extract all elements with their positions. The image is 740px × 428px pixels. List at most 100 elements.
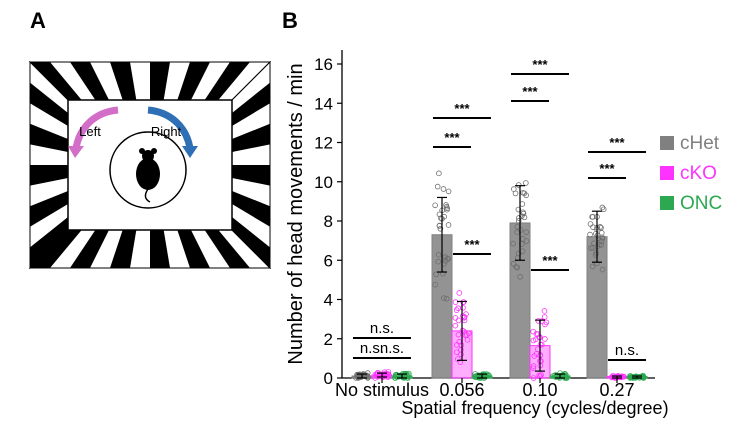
x-tick-label: 0.10 <box>522 380 557 400</box>
data-point <box>536 372 543 379</box>
data-point <box>515 218 522 224</box>
data-point <box>438 215 444 221</box>
data-point <box>513 264 519 270</box>
y-tick-label: 2 <box>324 330 333 349</box>
data-point <box>523 238 530 244</box>
data-point <box>432 281 439 288</box>
x-tick-label: No stimulus <box>335 380 429 400</box>
x-axis: No stimulus 0.056 0.10 0.27 <box>335 378 635 400</box>
data-point <box>610 374 617 380</box>
significance-stars: *** <box>532 57 548 72</box>
data-point <box>533 351 540 357</box>
grating-stripes <box>28 60 272 270</box>
significance-stars: *** <box>444 130 460 145</box>
data-point <box>435 258 441 265</box>
panel-b-label: B <box>282 8 298 33</box>
data-point <box>599 266 606 273</box>
data-point <box>355 372 362 378</box>
data-point <box>541 308 548 314</box>
data-point <box>455 317 462 324</box>
data-point <box>542 336 548 342</box>
data-point <box>519 201 526 207</box>
optomotor-arena-diagram: Left Right <box>28 60 272 270</box>
data-point <box>443 203 450 210</box>
mouse-icon <box>136 148 160 203</box>
legend-swatch-onc <box>660 196 674 210</box>
data-point <box>364 373 371 379</box>
data-point <box>619 374 625 380</box>
significance-stars: *** <box>542 253 558 268</box>
data-point <box>612 373 619 380</box>
legend-swatch-cko <box>660 166 674 180</box>
data-point <box>511 186 517 192</box>
data-point <box>593 230 599 237</box>
data-point <box>587 231 593 238</box>
data-point <box>587 221 594 227</box>
y-axis: 0 2 4 6 8 10 12 14 16 <box>314 55 342 388</box>
data-point <box>595 235 602 241</box>
data-point <box>621 373 627 380</box>
data-point <box>538 341 545 348</box>
data-point <box>436 170 442 177</box>
data-point <box>593 250 600 256</box>
data-point <box>520 209 526 216</box>
ns-label: n.s. <box>360 340 384 357</box>
data-point <box>515 206 522 213</box>
x-tick-label: 0.056 <box>439 380 484 400</box>
data-point <box>392 372 399 378</box>
significance-stars: *** <box>599 161 615 176</box>
data-point <box>516 215 522 221</box>
data-point <box>589 263 596 270</box>
data-point <box>515 250 522 257</box>
data-point <box>517 274 523 280</box>
data-point <box>452 322 459 329</box>
data-point <box>463 332 470 338</box>
data-point <box>550 373 556 379</box>
right-arrow-icon <box>147 106 194 149</box>
data-point <box>541 314 548 320</box>
data-point <box>590 224 596 230</box>
data-point <box>523 180 529 186</box>
data-point <box>441 295 447 301</box>
data-point <box>440 186 447 192</box>
data-point <box>543 319 550 326</box>
data-point <box>460 304 466 311</box>
y-tick-label: 4 <box>324 291 333 310</box>
data-point <box>628 374 635 381</box>
data-point <box>530 365 537 372</box>
y-tick-label: 6 <box>324 251 333 270</box>
data-point <box>432 202 438 209</box>
y-tick-label: 12 <box>314 134 333 153</box>
significance-stars: *** <box>609 135 625 150</box>
y-tick-label: 0 <box>324 369 333 388</box>
data-point <box>536 334 542 341</box>
data-point <box>372 375 378 381</box>
data-point <box>452 315 459 321</box>
data-point <box>454 356 461 362</box>
data-point <box>437 225 444 232</box>
data-point <box>521 190 528 197</box>
y-axis-label: Number of head movements / min <box>285 63 307 364</box>
data-point <box>563 374 569 381</box>
data-point <box>599 235 606 242</box>
data-point <box>530 375 537 381</box>
data-point <box>435 251 442 258</box>
y-tick-label: 16 <box>314 55 333 74</box>
data-point <box>444 206 450 213</box>
y-tick-label: 10 <box>314 173 333 192</box>
right-label: Right <box>151 124 182 139</box>
left-arrowhead-icon <box>68 146 84 158</box>
data-point <box>472 373 478 380</box>
data-point <box>386 372 392 378</box>
data-point <box>598 238 605 245</box>
data-point <box>456 290 463 296</box>
significance-stars: *** <box>522 84 538 99</box>
data-point <box>434 183 441 190</box>
data-point <box>452 299 459 305</box>
left-label: Left <box>79 124 101 139</box>
data-point <box>599 204 606 211</box>
data-point <box>510 240 516 247</box>
data-point <box>597 224 603 230</box>
